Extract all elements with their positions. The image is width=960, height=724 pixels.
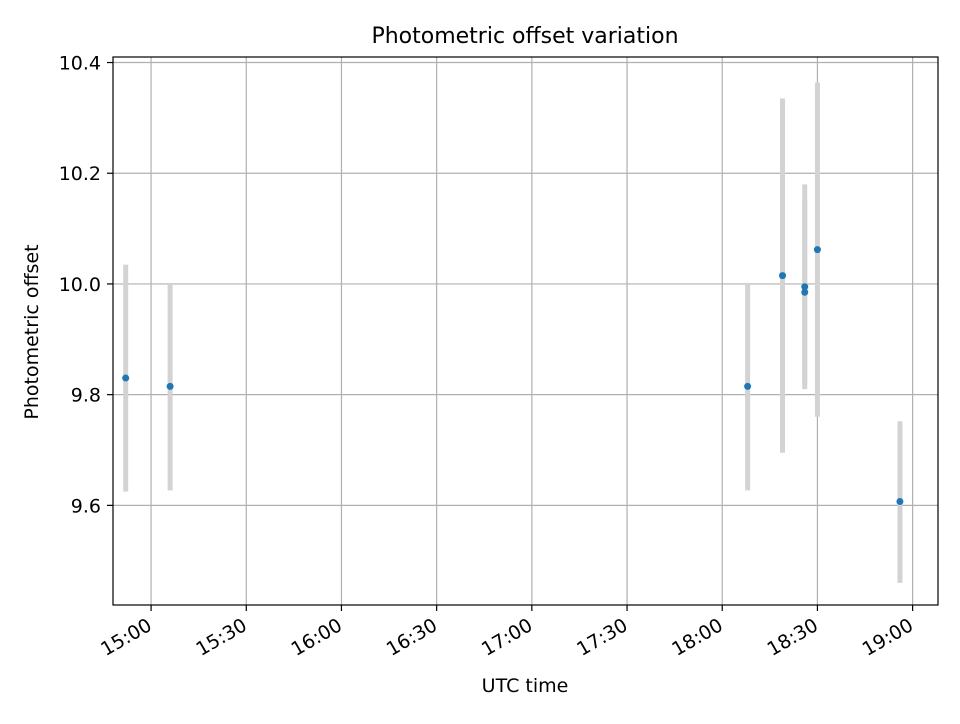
x-tick-label: 18:30: [763, 614, 821, 660]
x-tick-label: 16:30: [383, 614, 441, 660]
y-tick-label: 9.8: [71, 385, 101, 407]
plot-area: [112, 56, 939, 606]
data-point: [813, 246, 821, 254]
data-point: [896, 497, 904, 505]
chart-title: Photometric offset variation: [371, 24, 678, 49]
x-tick-label: 17:00: [478, 614, 536, 660]
y-tick-label: 9.6: [71, 495, 101, 517]
y-tick-label: 10.4: [59, 53, 101, 75]
data-point: [122, 374, 130, 382]
data-point: [801, 283, 809, 291]
data-point: [779, 272, 787, 280]
error-bars: [123, 82, 903, 583]
x-axis: 15:00 15:30 16:00 16:30 17:00 17:30 18:00 18:30…: [97, 605, 917, 661]
data-point: [801, 288, 809, 296]
grid: [113, 57, 938, 605]
x-tick-label: 19:00: [859, 614, 917, 660]
y-axis: 9.6 9.8 10.0 10.2 10.4: [59, 53, 113, 517]
x-axis-label: UTC time: [482, 675, 569, 697]
x-tick-label: 15:00: [97, 614, 155, 660]
x-tick-label: 16:00: [288, 614, 346, 660]
y-tick-label: 10.0: [59, 274, 101, 296]
y-axis-label: Photometric offset: [21, 244, 43, 419]
data-points: [122, 246, 904, 505]
data-point: [744, 382, 752, 390]
x-tick-label: 17:30: [573, 614, 631, 660]
x-tick-label: 18:00: [668, 614, 726, 660]
y-tick-label: 10.2: [59, 163, 101, 185]
data-point: [166, 382, 174, 390]
x-tick-label: 15:30: [192, 614, 250, 660]
